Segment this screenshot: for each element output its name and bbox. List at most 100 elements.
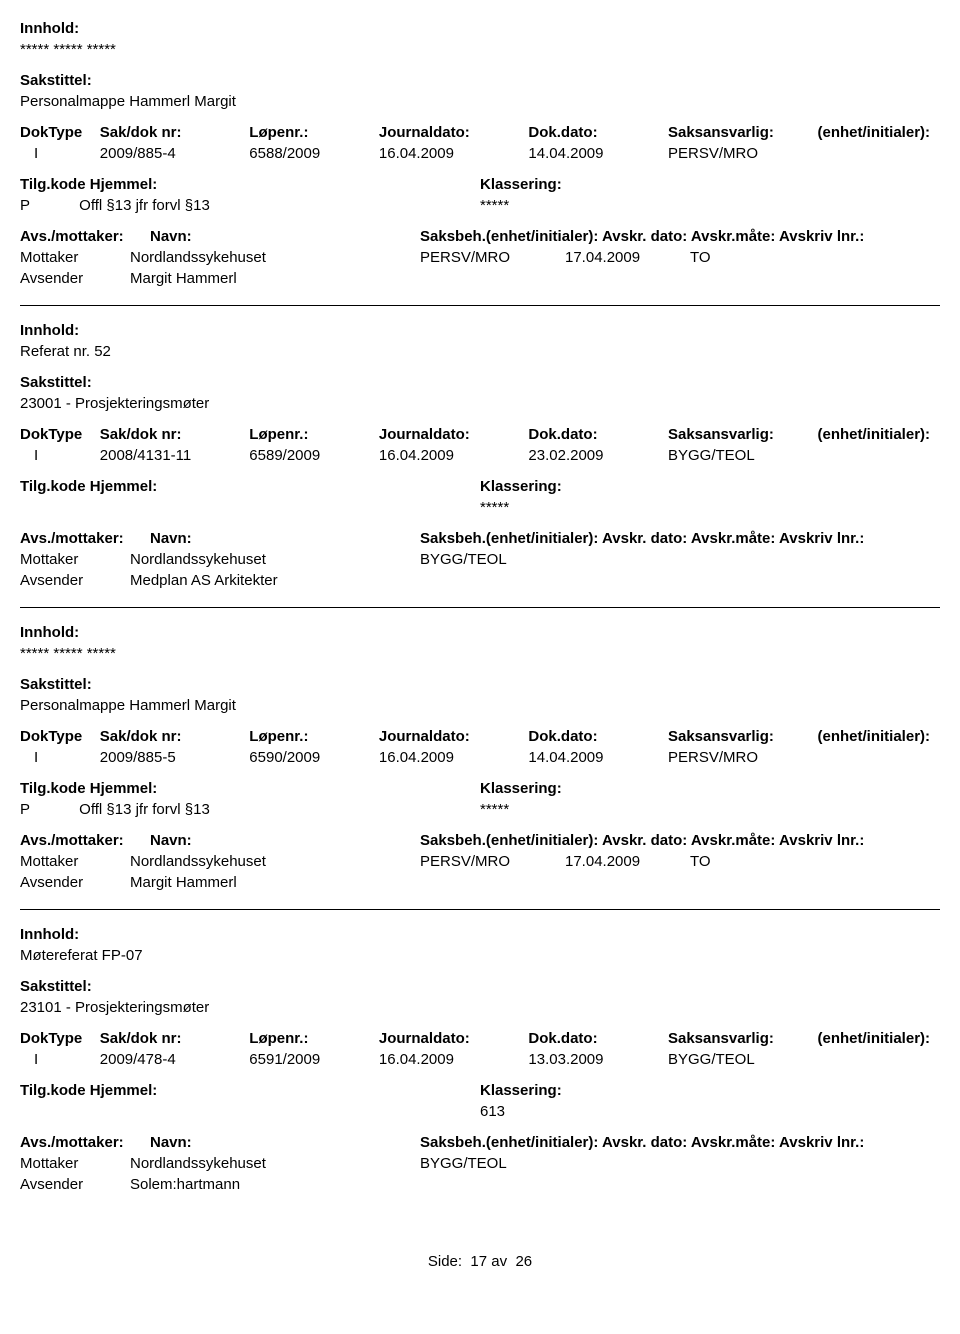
correspondent-name: Medplan AS Arkitekter (130, 572, 420, 589)
journaldato-label: Journaldato: (379, 426, 519, 443)
correspondent-role: Avsender (20, 1176, 130, 1193)
correspondent-name: Margit Hammerl (130, 874, 420, 891)
lopenr-value: 6590/2009 (249, 749, 369, 766)
dokdato-value: 14.04.2009 (528, 145, 658, 162)
correspondent-avskr-mate (690, 1155, 750, 1172)
tilgkode-value: P (20, 197, 75, 214)
enhet-label: (enhet/initialer): (818, 124, 931, 141)
dokdato-label: Dok.dato: (528, 426, 658, 443)
correspondent-avskr-mate (690, 551, 750, 568)
saksansvarlig-value: PERSV/MRO (668, 749, 808, 766)
saksansvarlig-value: BYGG/TEOL (668, 1051, 808, 1068)
sakstittel-label: Sakstittel: (20, 72, 940, 89)
avsmottaker-label: Avs./mottaker: (20, 228, 150, 245)
doktype-label: DokType (20, 124, 90, 141)
innhold-label: Innhold: (20, 926, 940, 943)
correspondent-saksbeh (420, 572, 565, 589)
journaldato-label: Journaldato: (379, 1030, 519, 1047)
correspondent-avskr-mate: TO (690, 853, 750, 870)
journaldato-value: 16.04.2009 (379, 1051, 519, 1068)
correspondent-saksbeh: PERSV/MRO (420, 249, 565, 266)
klassering-label: Klassering: (480, 1082, 562, 1099)
correspondent-row: Mottaker Nordlandssykehuset BYGG/TEOL (20, 551, 940, 568)
klassering-value: 613 (480, 1103, 940, 1120)
saksbeh-header-label: Saksbeh.(enhet/initialer): Avskr. dato: … (420, 1134, 940, 1151)
klassering-value: ***** (480, 197, 940, 214)
sakdok-label: Sak/dok nr: (100, 426, 240, 443)
dokdato-label: Dok.dato: (528, 124, 658, 141)
saksansvarlig-label: Saksansvarlig: (668, 1030, 808, 1047)
journaldato-value: 16.04.2009 (379, 145, 519, 162)
entry-separator (20, 305, 940, 306)
lopenr-value: 6588/2009 (249, 145, 369, 162)
saksansvarlig-value: BYGG/TEOL (668, 447, 808, 464)
correspondent-name: Solem:hartmann (130, 1176, 420, 1193)
sakstittel-value: Personalmappe Hammerl Margit (20, 93, 940, 110)
doktype-label: DokType (20, 426, 90, 443)
correspondent-avskr-dato (565, 1155, 690, 1172)
saksansvarlig-value: PERSV/MRO (668, 145, 808, 162)
lopenr-label: Løpenr.: (249, 426, 369, 443)
innhold-value: ***** ***** ***** (20, 645, 940, 662)
klassering-value: ***** (480, 801, 940, 818)
sakstittel-value: 23001 - Prosjekteringsmøter (20, 395, 940, 412)
enhet-value (818, 1051, 931, 1068)
navn-label: Navn: (150, 228, 420, 245)
hjemmel-label: Hjemmel: (90, 1082, 158, 1099)
dokdato-value: 23.02.2009 (528, 447, 658, 464)
correspondent-saksbeh (420, 874, 565, 891)
correspondent-avskr-dato (565, 874, 690, 891)
tilgkode-label: Tilg.kode (20, 780, 86, 797)
correspondent-role: Avsender (20, 572, 130, 589)
correspondent-name: Nordlandssykehuset (130, 1155, 420, 1172)
correspondent-row: Mottaker Nordlandssykehuset PERSV/MRO 17… (20, 853, 940, 870)
sakdok-label: Sak/dok nr: (100, 124, 240, 141)
dokdato-value: 14.04.2009 (528, 749, 658, 766)
innhold-label: Innhold: (20, 322, 940, 339)
page-footer: Side: 17 av 26 (20, 1253, 940, 1270)
sakstittel-value: Personalmappe Hammerl Margit (20, 697, 940, 714)
sakdok-label: Sak/dok nr: (100, 1030, 240, 1047)
tilgkode-label: Tilg.kode (20, 1082, 86, 1099)
sakdok-value: 2009/885-5 (100, 749, 240, 766)
correspondent-row: Avsender Margit Hammerl (20, 270, 940, 287)
enhet-label: (enhet/initialer): (818, 426, 931, 443)
correspondent-role: Mottaker (20, 1155, 130, 1172)
correspondent-avskr-dato: 17.04.2009 (565, 853, 690, 870)
entry-separator (20, 909, 940, 910)
correspondent-role: Mottaker (20, 249, 130, 266)
sakdok-value: 2009/885-4 (100, 145, 240, 162)
doktype-value: I (20, 749, 90, 766)
sakdok-value: 2009/478-4 (100, 1051, 240, 1068)
correspondent-avskr-mate (690, 874, 750, 891)
correspondent-avskr-dato (565, 551, 690, 568)
journaldato-label: Journaldato: (379, 124, 519, 141)
innhold-label: Innhold: (20, 624, 940, 641)
navn-label: Navn: (150, 530, 420, 547)
doktype-value: I (20, 145, 90, 162)
correspondent-avskr-mate (690, 270, 750, 287)
correspondent-role: Avsender (20, 270, 130, 287)
journal-entry: Innhold: ***** ***** ***** Sakstittel: P… (20, 624, 940, 891)
sakdok-label: Sak/dok nr: (100, 728, 240, 745)
enhet-label: (enhet/initialer): (818, 728, 931, 745)
correspondent-role: Mottaker (20, 551, 130, 568)
sakstittel-label: Sakstittel: (20, 374, 940, 391)
lopenr-value: 6591/2009 (249, 1051, 369, 1068)
correspondent-saksbeh: BYGG/TEOL (420, 1155, 565, 1172)
enhet-value (818, 749, 931, 766)
correspondent-role: Mottaker (20, 853, 130, 870)
correspondent-avskr-dato (565, 270, 690, 287)
journaldato-value: 16.04.2009 (379, 749, 519, 766)
saksbeh-header-label: Saksbeh.(enhet/initialer): Avskr. dato: … (420, 228, 940, 245)
correspondent-avskr-dato: 17.04.2009 (565, 249, 690, 266)
saksbeh-header-label: Saksbeh.(enhet/initialer): Avskr. dato: … (420, 832, 940, 849)
doktype-label: DokType (20, 728, 90, 745)
correspondent-name: Nordlandssykehuset (130, 551, 420, 568)
correspondent-avskr-mate (690, 572, 750, 589)
avsmottaker-label: Avs./mottaker: (20, 1134, 150, 1151)
dokdato-label: Dok.dato: (528, 728, 658, 745)
saksansvarlig-label: Saksansvarlig: (668, 426, 808, 443)
lopenr-label: Løpenr.: (249, 124, 369, 141)
correspondent-avskr-dato (565, 1176, 690, 1193)
